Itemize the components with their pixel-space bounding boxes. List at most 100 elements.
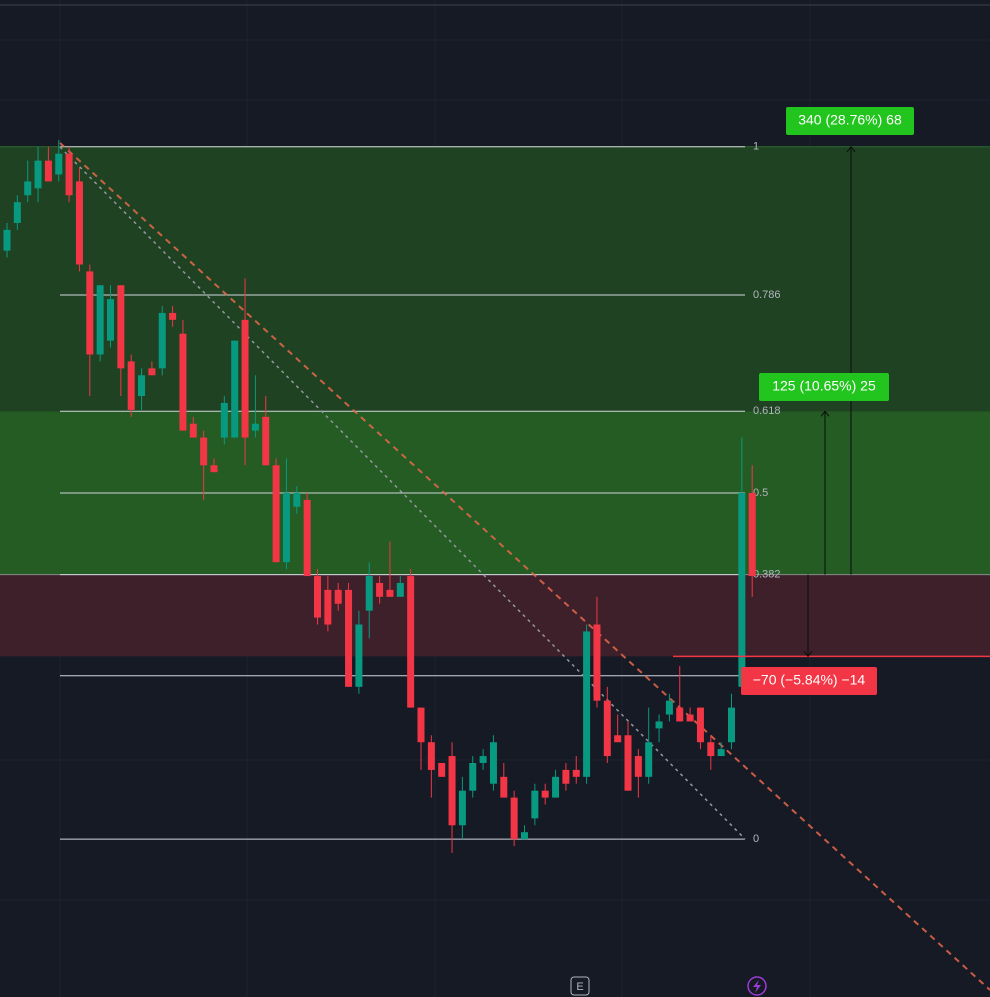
candle-body xyxy=(65,153,73,196)
candle-body xyxy=(624,735,632,791)
candle-body xyxy=(583,631,591,777)
arrow-head xyxy=(803,651,813,658)
candle-body xyxy=(510,797,518,840)
candle-body xyxy=(603,700,611,757)
candle-body xyxy=(707,742,715,757)
flash-bolt xyxy=(753,980,761,993)
candle-body xyxy=(645,742,653,777)
candle-body xyxy=(282,492,290,563)
candle-body xyxy=(334,589,342,604)
candle-body xyxy=(686,714,694,722)
fib-label: 0.5 xyxy=(753,487,768,499)
fib-label: 0.618 xyxy=(753,405,781,417)
annotation-box xyxy=(741,667,877,695)
candle-body xyxy=(355,624,363,687)
candle-body xyxy=(521,832,528,840)
arrow-head xyxy=(820,410,830,417)
candle-body xyxy=(562,769,570,784)
candle-body xyxy=(386,589,394,597)
candle-body xyxy=(469,762,477,791)
candle-body xyxy=(251,423,259,431)
flash-icon[interactable] xyxy=(747,976,767,996)
candle-body xyxy=(179,333,187,431)
candle-body xyxy=(210,465,218,473)
candle-body xyxy=(572,769,580,777)
fib-label: 0.786 xyxy=(753,289,781,301)
fib-label: 0 xyxy=(753,833,759,845)
candle-body xyxy=(293,492,301,507)
annotation-box xyxy=(786,107,914,135)
candle-body xyxy=(655,721,663,729)
candle-body xyxy=(241,319,249,438)
candle-body xyxy=(717,749,725,757)
candle-body xyxy=(427,742,435,770)
candles xyxy=(3,139,756,853)
candle-body xyxy=(728,707,735,743)
candle-body xyxy=(96,285,104,355)
candle-body xyxy=(272,465,280,563)
candle-body xyxy=(107,299,114,341)
candle-body xyxy=(634,756,642,777)
annotation-label: −70 (−5.84%) −14 xyxy=(753,672,866,688)
annotation-label: 125 (10.65%) 25 xyxy=(772,378,876,394)
candle-body xyxy=(200,437,208,466)
fib-label: 1 xyxy=(753,141,759,153)
candle-body xyxy=(552,776,560,798)
candle-body xyxy=(531,790,539,819)
candle-body xyxy=(169,312,177,320)
candle-body xyxy=(303,499,311,577)
candle-body xyxy=(489,742,497,784)
bottom-icons: E xyxy=(570,976,767,996)
trend-line-dotted xyxy=(59,146,746,840)
candle-body xyxy=(13,202,21,223)
candle-body xyxy=(117,285,125,369)
candle-body xyxy=(479,756,487,763)
arrow-head xyxy=(846,145,856,153)
stop-zone xyxy=(0,574,990,657)
position-tool: 340 (28.76%) 68 125 (10.65%) 25 −70 (−5.84… xyxy=(673,107,990,695)
candle-body xyxy=(324,589,332,625)
trend-line xyxy=(59,142,990,991)
fib-levels: 1 0.786 0.618 0.5 0.382 0 xyxy=(60,141,781,845)
candle-body xyxy=(75,181,83,265)
event-icon[interactable] xyxy=(570,976,590,996)
candle-body xyxy=(365,576,373,611)
candle-body xyxy=(158,312,166,369)
candle-body xyxy=(262,416,270,466)
candle-body xyxy=(220,402,228,438)
candle-body xyxy=(148,368,156,376)
candle-body xyxy=(24,181,32,196)
annotation-box xyxy=(759,373,889,401)
candle-body xyxy=(55,153,63,175)
candle-body xyxy=(748,492,756,577)
annotation-label: 340 (28.76%) 68 xyxy=(798,112,902,128)
candle-body xyxy=(231,340,239,438)
candle-body xyxy=(3,229,11,251)
candle-body xyxy=(34,160,42,189)
candle-body xyxy=(86,271,94,355)
candle-body xyxy=(593,624,601,701)
candle-body xyxy=(665,700,673,715)
candle-body xyxy=(738,492,746,687)
candle-body xyxy=(138,375,146,397)
candle-body xyxy=(676,707,684,722)
candle-body xyxy=(500,776,508,798)
event-label: E xyxy=(576,981,583,993)
candle-body xyxy=(541,790,549,798)
candle-body xyxy=(376,582,384,597)
candle-body xyxy=(438,762,446,777)
candle-body xyxy=(407,576,415,708)
candle-body xyxy=(127,361,135,410)
candle-body xyxy=(696,707,704,743)
candle-body xyxy=(396,582,404,597)
fib-label: 0.382 xyxy=(753,569,781,581)
candle-body xyxy=(189,423,197,438)
candle-body xyxy=(345,589,353,687)
candle-body xyxy=(314,576,321,618)
candle-body xyxy=(44,160,52,182)
candle-body xyxy=(458,790,466,826)
zones xyxy=(0,146,990,657)
candle-body xyxy=(448,756,456,826)
